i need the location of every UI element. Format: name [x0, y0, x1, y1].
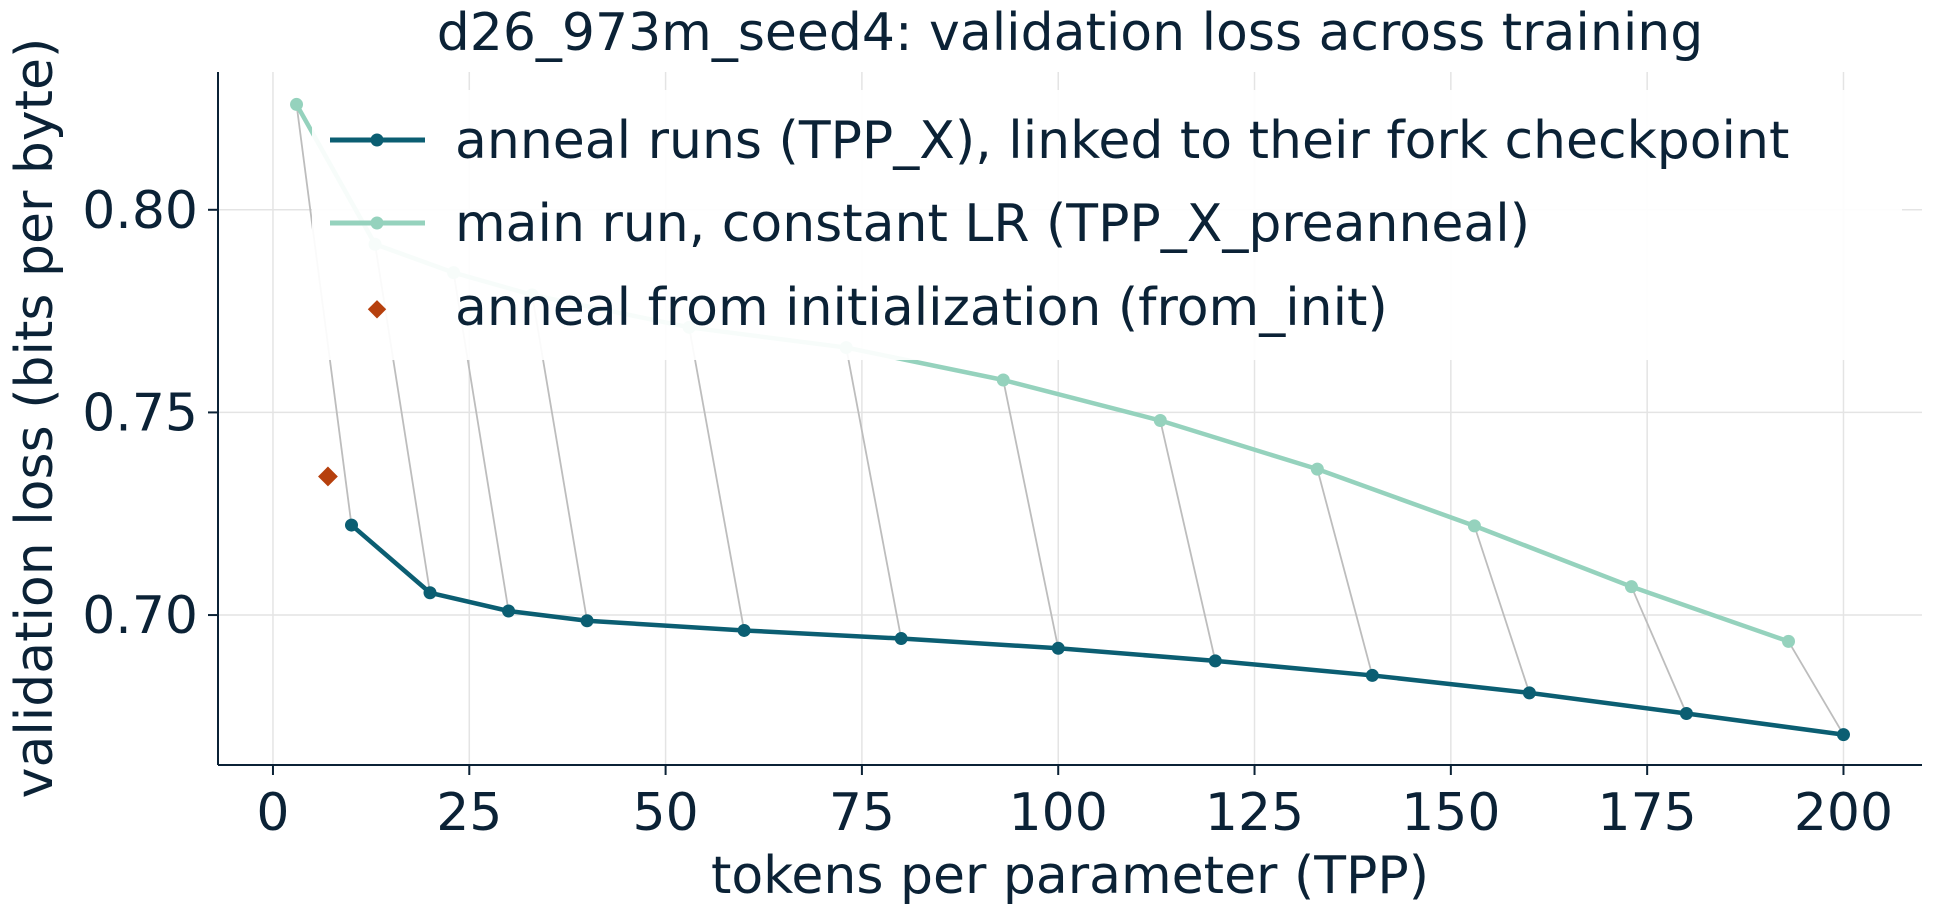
x-ticks: 0 25 50 75 100 125 150 175 200: [256, 765, 1893, 843]
axes: [217, 72, 1922, 766]
fork-link: [1473, 525, 1531, 694]
fork-link: [1630, 586, 1688, 714]
data-point-main: [1310, 462, 1324, 476]
data-point-anneal: [580, 614, 594, 628]
legend-marker-main: [370, 216, 384, 230]
fork-link: [845, 347, 903, 639]
fork-link: [688, 327, 746, 631]
x-tick-label: 175: [1598, 783, 1697, 843]
x-tick-label: 25: [436, 783, 502, 843]
x-tick-label: 125: [1205, 783, 1304, 843]
data-point-anneal: [894, 632, 908, 646]
data-point-anneal: [1679, 707, 1693, 721]
x-tick-label: 200: [1794, 783, 1893, 843]
x-tick-label: 75: [829, 783, 895, 843]
data-point-anneal: [1208, 654, 1222, 668]
legend-entry-main: main run, constant LR (TPP_X_preanneal): [330, 194, 1530, 254]
legend-label-anneal: anneal runs (TPP_X), linked to their for…: [455, 111, 1789, 171]
legend-label-main: main run, constant LR (TPP_X_preanneal): [455, 194, 1530, 254]
data-point-anneal: [423, 586, 437, 600]
data-point-main: [1624, 580, 1638, 594]
data-point-anneal: [502, 604, 516, 618]
y-axis-label: validation loss (bits per byte): [5, 38, 65, 799]
legend-marker-anneal: [370, 133, 384, 147]
data-point-anneal: [1365, 668, 1379, 682]
legend-label-from-init: anneal from initialization (from_init): [455, 278, 1388, 338]
data-point-anneal: [344, 518, 358, 532]
data-point-anneal: [1051, 641, 1065, 655]
legend-entry-anneal: anneal runs (TPP_X), linked to their for…: [330, 111, 1789, 171]
y-tick-label: 0.75: [82, 383, 198, 443]
data-point-from-init: [318, 466, 338, 487]
y-tick-label: 0.80: [82, 181, 198, 241]
fork-link: [1316, 468, 1374, 676]
data-point-main: [1782, 634, 1796, 648]
legend-background: [312, 90, 1902, 360]
data-point-main: [1153, 414, 1167, 428]
data-point-anneal: [1522, 686, 1536, 700]
legend-entry-from-init: anneal from initialization (from_init): [367, 278, 1388, 338]
data-point-anneal: [1836, 728, 1850, 742]
x-tick-label: 150: [1401, 783, 1500, 843]
x-tick-label: 100: [1009, 783, 1108, 843]
series-line-anneal: [350, 523, 1844, 737]
data-point-main: [996, 373, 1010, 387]
x-tick-label: 0: [256, 783, 289, 843]
fork-link: [1159, 420, 1217, 662]
x-tick-label: 50: [633, 783, 699, 843]
chart-title: d26_973m_seed4: validation loss across t…: [437, 3, 1703, 63]
legend: anneal runs (TPP_X), linked to their for…: [312, 90, 1902, 360]
legend-marker-from-init: [367, 300, 387, 319]
y-tick-label: 0.70: [82, 586, 198, 646]
x-axis-label: tokens per parameter (TPP): [711, 846, 1429, 906]
data-point-anneal: [737, 623, 751, 637]
y-ticks: 0.70 0.75 0.80: [82, 181, 218, 646]
fork-link: [1002, 379, 1060, 649]
data-point-main: [290, 97, 304, 111]
data-point-main: [1467, 519, 1481, 533]
fork-link: [1787, 640, 1845, 736]
